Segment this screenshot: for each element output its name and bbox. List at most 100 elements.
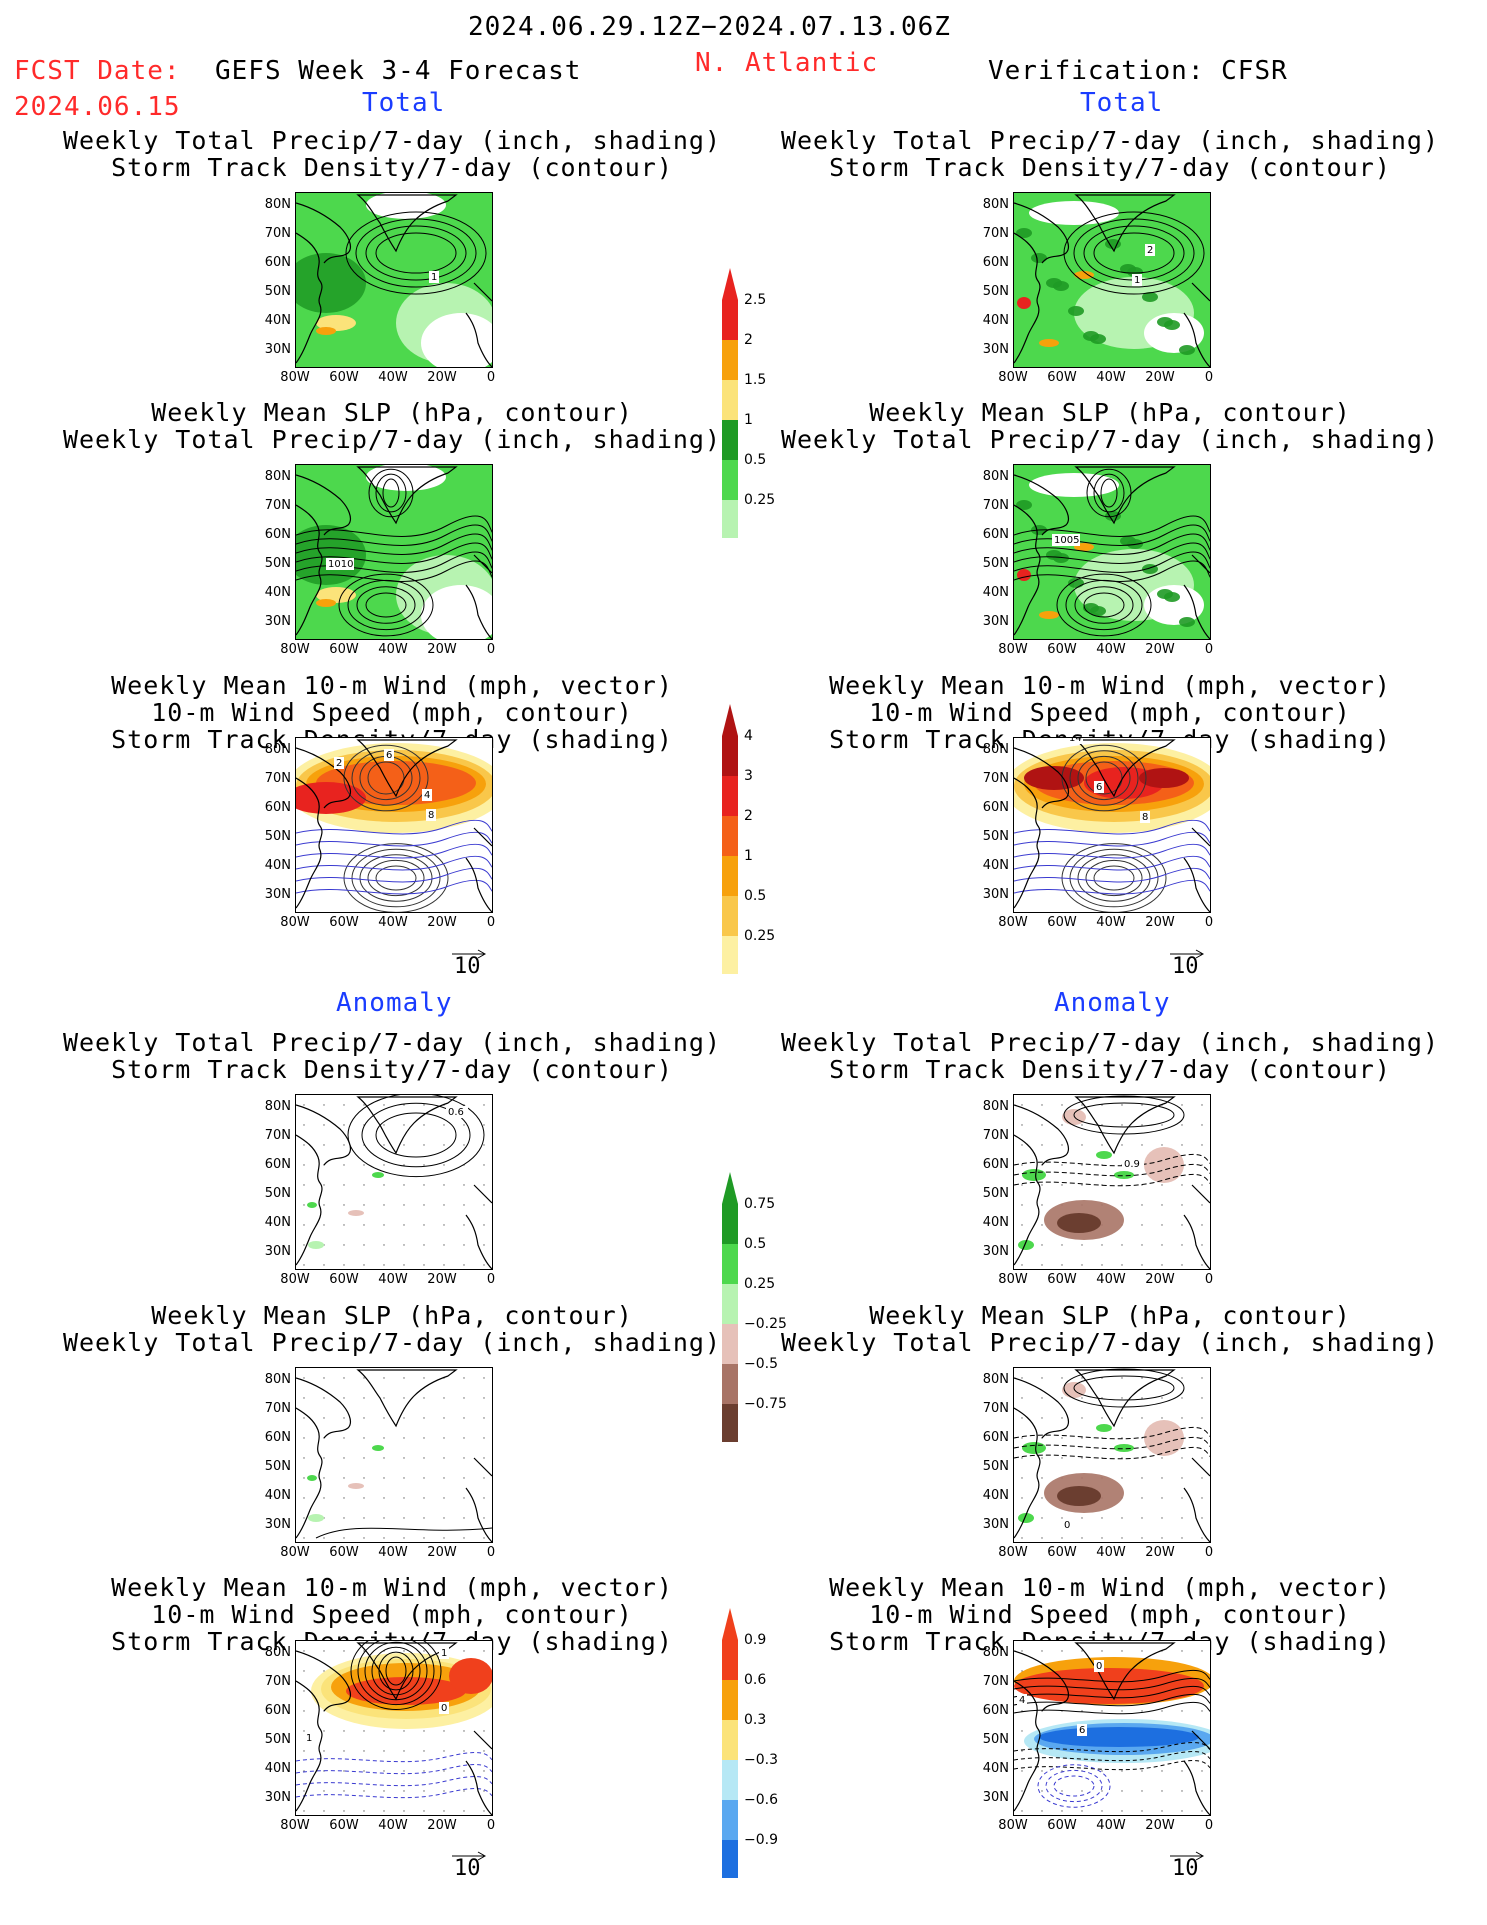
colorbar-storm_anom bbox=[722, 1608, 738, 1878]
panel-title-2: Weekly Total Precip/7-day (inch, shading… bbox=[780, 126, 1440, 182]
lon-tick: 80W bbox=[998, 1272, 1028, 1287]
lat-tick: 30N bbox=[982, 1790, 1009, 1805]
panel-title-5: Weekly Mean 10-m Wind (mph, vector) 10-m … bbox=[111, 671, 673, 754]
lon-tick: 20W bbox=[427, 1545, 457, 1560]
lat-tick: 30N bbox=[264, 1517, 291, 1532]
forecast-title: GEFS Week 3-4 Forecast bbox=[215, 56, 582, 86]
lat-tick: 60N bbox=[982, 255, 1009, 270]
lon-tick: 80W bbox=[280, 915, 310, 930]
map-panel-10: 0 bbox=[1013, 1367, 1211, 1543]
lat-tick: 70N bbox=[264, 498, 291, 513]
lon-tick: 80W bbox=[280, 642, 310, 657]
map-plot-9 bbox=[296, 1369, 492, 1542]
svg-text:1: 1 bbox=[431, 272, 437, 283]
lat-tick: 50N bbox=[264, 1186, 291, 1201]
map-panel-8: 0.9 bbox=[1013, 1094, 1211, 1270]
map-plot-3: 1010 bbox=[296, 465, 492, 639]
colorbar-label: −0.6 bbox=[744, 1792, 778, 1808]
section-anomaly-left: Anomaly bbox=[336, 988, 453, 1018]
contour-label: 1 bbox=[439, 1647, 449, 1659]
svg-text:0.6: 0.6 bbox=[448, 1107, 464, 1118]
lon-tick: 0 bbox=[1204, 642, 1214, 657]
vector-ref-arrow bbox=[1170, 1851, 1205, 1861]
panel-title-11: Weekly Mean 10-m Wind (mph, vector) 10-m … bbox=[111, 1573, 673, 1656]
lat-tick: 30N bbox=[264, 1790, 291, 1805]
lon-tick: 0 bbox=[486, 1818, 496, 1833]
lat-tick: 60N bbox=[982, 1430, 1009, 1445]
lat-tick: 60N bbox=[264, 527, 291, 542]
contour-label: 6 bbox=[1077, 1724, 1087, 1736]
lat-tick: 80N bbox=[982, 1645, 1009, 1660]
colorbar-label: 0.5 bbox=[744, 888, 767, 904]
lat-tick: 70N bbox=[982, 771, 1009, 786]
lat-tick: 40N bbox=[982, 1488, 1009, 1503]
lat-tick: 80N bbox=[982, 197, 1009, 212]
colorbar-label: 4 bbox=[744, 728, 753, 744]
fcst-date-label: FCST Date: bbox=[14, 56, 181, 86]
colorbar-label: 2 bbox=[744, 332, 753, 348]
vector-ref-arrow bbox=[452, 1851, 487, 1861]
lat-tick: 80N bbox=[982, 1372, 1009, 1387]
lat-tick: 30N bbox=[264, 614, 291, 629]
lat-tick: 80N bbox=[264, 197, 291, 212]
lat-tick: 50N bbox=[982, 1732, 1009, 1747]
map-plot-10: 0 bbox=[1014, 1368, 1210, 1542]
lat-tick: 40N bbox=[982, 585, 1009, 600]
lat-tick: 40N bbox=[264, 858, 291, 873]
map-plot-5: 2 6 4 8 bbox=[296, 738, 492, 912]
lat-tick: 40N bbox=[982, 1761, 1009, 1776]
lon-tick: 0 bbox=[1204, 1272, 1214, 1287]
vector-ref-arrow bbox=[1170, 949, 1205, 959]
colorbar-label: 0.5 bbox=[744, 1236, 767, 1252]
map-panel-9 bbox=[295, 1367, 493, 1543]
lon-tick: 40W bbox=[1096, 1818, 1126, 1833]
lat-tick: 70N bbox=[264, 1674, 291, 1689]
map-panel-12: 0 4 6 bbox=[1013, 1640, 1211, 1816]
map-panel-4: 1005 bbox=[1013, 464, 1211, 640]
map-plot-6: 14 6 8 bbox=[1014, 738, 1210, 912]
lon-tick: 80W bbox=[280, 1272, 310, 1287]
lat-tick: 70N bbox=[264, 226, 291, 241]
map-panel-3: 1010 bbox=[295, 464, 493, 640]
lat-tick: 80N bbox=[264, 469, 291, 484]
lat-tick: 40N bbox=[264, 1761, 291, 1776]
map-panel-7: 0.6 bbox=[295, 1094, 493, 1270]
contour-label: 0.9 bbox=[1122, 1158, 1144, 1170]
lat-tick: 50N bbox=[264, 1732, 291, 1747]
lon-tick: 0 bbox=[1204, 1818, 1214, 1833]
lon-tick: 20W bbox=[427, 1818, 457, 1833]
vector-ref-label: 10 bbox=[454, 1856, 481, 1881]
lon-tick: 80W bbox=[280, 1818, 310, 1833]
lon-tick: 80W bbox=[998, 370, 1028, 385]
svg-text:2: 2 bbox=[336, 758, 342, 769]
lat-tick: 70N bbox=[264, 1401, 291, 1416]
lon-tick: 20W bbox=[1145, 915, 1175, 930]
lat-tick: 80N bbox=[264, 1099, 291, 1114]
contour-label: 4 bbox=[422, 789, 432, 801]
contour-label: 2 bbox=[1145, 244, 1155, 256]
vector-ref-label: 10 bbox=[1172, 954, 1199, 979]
verification-label: Verification: CFSR bbox=[988, 56, 1288, 86]
lon-tick: 20W bbox=[1145, 1818, 1175, 1833]
lat-tick: 50N bbox=[982, 556, 1009, 571]
lat-tick: 60N bbox=[982, 800, 1009, 815]
lat-tick: 30N bbox=[264, 342, 291, 357]
lon-tick: 60W bbox=[329, 642, 359, 657]
lat-tick: 40N bbox=[982, 1215, 1009, 1230]
lon-tick: 40W bbox=[378, 1272, 408, 1287]
lat-tick: 40N bbox=[982, 858, 1009, 873]
lat-tick: 60N bbox=[264, 800, 291, 815]
lat-tick: 60N bbox=[264, 1703, 291, 1718]
svg-text:6: 6 bbox=[1079, 1725, 1085, 1736]
lat-tick: 30N bbox=[982, 1517, 1009, 1532]
lon-tick: 40W bbox=[1096, 642, 1126, 657]
map-panel-6: 14 6 8 bbox=[1013, 737, 1211, 913]
lat-tick: 40N bbox=[264, 1215, 291, 1230]
vector-ref-label: 10 bbox=[454, 954, 481, 979]
lat-tick: 60N bbox=[264, 1430, 291, 1445]
vector-ref-arrow bbox=[452, 949, 487, 959]
map-panel-5: 2 6 4 8 bbox=[295, 737, 493, 913]
lat-tick: 80N bbox=[264, 742, 291, 757]
lon-tick: 40W bbox=[1096, 1545, 1126, 1560]
